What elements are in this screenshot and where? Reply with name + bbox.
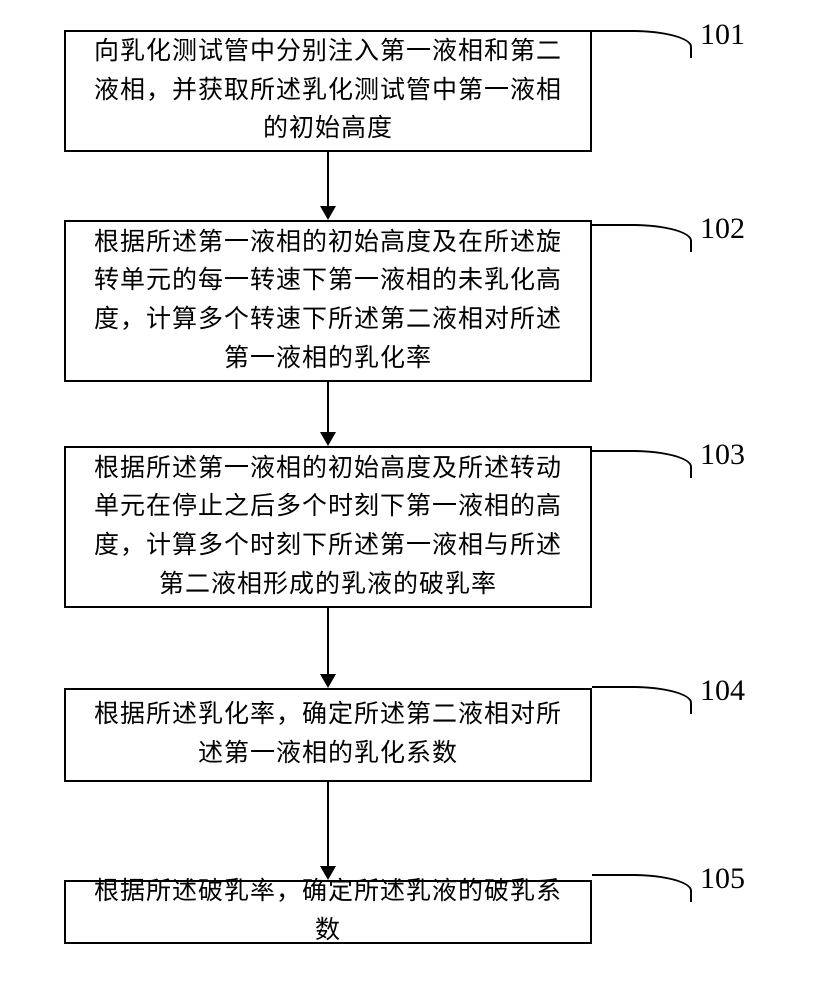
edge-102-103 [327,382,329,432]
flow-step-103-text: 根据所述第一液相的初始高度及所述转动单元在停止之后多个时刻下第一液相的高度，计算… [84,450,572,605]
flow-label-105: 105 [700,862,745,896]
flow-label-103: 103 [700,438,745,472]
callout-curve-102 [592,224,692,252]
callout-curve-103 [592,450,692,478]
flow-step-101: 向乳化测试管中分别注入第一液相和第二液相，并获取所述乳化测试管中第一液相的初始高… [64,30,592,152]
flow-label-102: 102 [700,212,745,246]
flow-label-104: 104 [700,674,745,708]
flow-step-103: 根据所述第一液相的初始高度及所述转动单元在停止之后多个时刻下第一液相的高度，计算… [64,446,592,608]
flowchart-canvas: 向乳化测试管中分别注入第一液相和第二液相，并获取所述乳化测试管中第一液相的初始高… [0,0,821,1000]
flow-step-102: 根据所述第一液相的初始高度及在所述旋转单元的每一转速下第一液相的未乳化高度，计算… [64,220,592,382]
arrow-103-104 [320,674,336,688]
callout-curve-101 [592,30,692,58]
flow-step-105-text: 根据所述破乳率，确定所述乳液的破乳系数 [84,873,572,951]
flow-step-102-text: 根据所述第一液相的初始高度及在所述旋转单元的每一转速下第一液相的未乳化高度，计算… [84,224,572,379]
flow-step-101-text: 向乳化测试管中分别注入第一液相和第二液相，并获取所述乳化测试管中第一液相的初始高… [84,33,572,149]
callout-curve-104 [592,686,692,714]
edge-101-102 [327,152,329,206]
flow-step-104-text: 根据所述乳化率，确定所述第二液相对所述第一液相的乳化系数 [84,696,572,774]
arrow-102-103 [320,432,336,446]
arrow-101-102 [320,206,336,220]
callout-curve-105 [592,874,692,902]
edge-103-104 [327,608,329,674]
edge-104-105 [327,782,329,866]
flow-step-105: 根据所述破乳率，确定所述乳液的破乳系数 [64,880,592,944]
flow-label-101: 101 [700,18,745,52]
flow-step-104: 根据所述乳化率，确定所述第二液相对所述第一液相的乳化系数 [64,688,592,782]
